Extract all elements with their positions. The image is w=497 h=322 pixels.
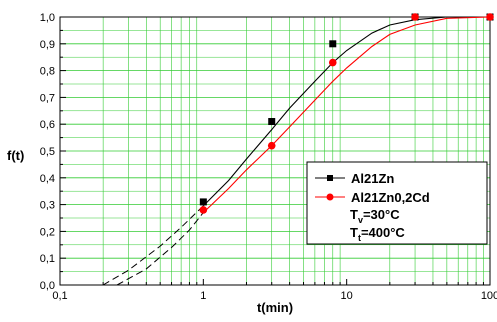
legend-marker-al21zn02cd xyxy=(326,193,334,201)
data-point-al21zn02cd xyxy=(328,58,337,67)
y-tick-label: 1,0 xyxy=(40,12,55,24)
y-tick-label: 0,6 xyxy=(40,119,55,131)
data-point-al21zn02cd xyxy=(486,13,494,21)
x-axis-tick-labels: 0,1 1 10 100 xyxy=(52,290,497,302)
legend-label-al21zn02cd: Al21Zn0,2Cd xyxy=(351,190,430,205)
data-point-al21zn02cd xyxy=(199,206,208,214)
grid xyxy=(60,17,490,285)
y-tick-label: 0,1 xyxy=(40,253,55,265)
data-point-al21zn02cd xyxy=(411,13,419,21)
legend-marker-al21zn xyxy=(327,175,333,181)
legend-box xyxy=(306,161,488,245)
data-point-al21zn xyxy=(199,198,207,206)
y-axis-title: f(t) xyxy=(7,148,24,163)
data-point-al21zn xyxy=(268,118,276,126)
x-tick-label: 0,1 xyxy=(52,290,67,302)
annotation-tt-sub: t xyxy=(358,233,361,243)
legend: Al21Zn Al21Zn0,2Cd Tv=30°C Tt=400°C xyxy=(306,161,488,245)
series-markers xyxy=(199,13,494,214)
annotation-tv-sub: v xyxy=(358,215,363,225)
y-tick-label: 0,0 xyxy=(40,280,55,292)
curve-extrapolated-al21zn02cd xyxy=(116,212,204,286)
y-tick-label: 0,5 xyxy=(40,146,55,158)
legend-label-al21zn: Al21Zn xyxy=(351,171,394,186)
curve-al21zn02cd xyxy=(202,16,491,213)
x-tick-label: 1 xyxy=(200,290,206,302)
y-tick-label: 0,8 xyxy=(40,66,55,78)
axis-ticks xyxy=(59,16,491,286)
annotation-tv-rest: =30°C xyxy=(363,207,400,222)
data-point-al21zn02cd xyxy=(267,141,276,150)
y-tick-label: 0,4 xyxy=(40,173,55,185)
annotation-tt: Tt=400°C xyxy=(350,225,405,243)
y-tick-label: 0,2 xyxy=(40,226,55,238)
annotation-tt-rest: =400°C xyxy=(361,225,405,240)
y-axis-tick-labels: 0,0 0,1 0,2 0,3 0,4 0,5 0,6 0,7 0,8 0,9 1,0 xyxy=(40,12,55,292)
x-axis-title: t(min) xyxy=(257,300,293,315)
y-tick-label: 0,3 xyxy=(40,200,55,212)
annotation-tv: Tv=30°C xyxy=(350,207,400,225)
data-point-al21zn xyxy=(329,40,337,48)
y-tick-label: 0,7 xyxy=(40,92,55,104)
curve-extrapolated-al21zn xyxy=(102,205,204,286)
annotation-tv-main: T xyxy=(350,207,358,222)
annotation-tt-main: T xyxy=(350,225,358,240)
x-tick-label: 10 xyxy=(341,290,353,302)
x-tick-label: 100 xyxy=(481,290,497,302)
y-tick-label: 0,9 xyxy=(40,39,55,51)
